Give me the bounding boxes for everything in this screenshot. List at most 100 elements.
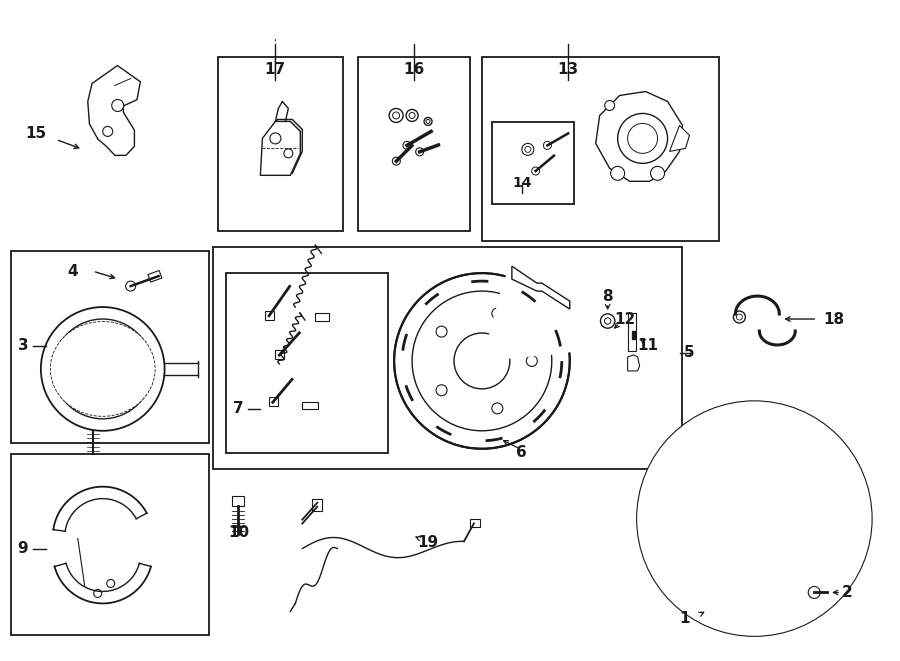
Circle shape	[636, 401, 872, 637]
Circle shape	[132, 363, 145, 375]
Circle shape	[689, 512, 704, 525]
Circle shape	[454, 333, 510, 389]
Circle shape	[68, 384, 80, 396]
Polygon shape	[482, 274, 572, 361]
Circle shape	[126, 281, 136, 291]
Bar	[275, 350, 284, 359]
Circle shape	[108, 329, 120, 340]
Text: 14: 14	[512, 176, 532, 190]
Ellipse shape	[50, 321, 155, 416]
Polygon shape	[260, 122, 301, 175]
Polygon shape	[627, 313, 635, 351]
Circle shape	[53, 319, 153, 419]
Text: 13: 13	[557, 62, 579, 77]
Circle shape	[808, 586, 820, 598]
Circle shape	[734, 311, 745, 323]
Circle shape	[94, 590, 102, 598]
Circle shape	[81, 347, 125, 391]
Polygon shape	[512, 266, 570, 309]
Text: 10: 10	[228, 525, 249, 540]
Circle shape	[627, 124, 658, 153]
Circle shape	[724, 488, 784, 549]
Polygon shape	[88, 65, 140, 155]
Text: 2: 2	[842, 585, 852, 600]
Circle shape	[410, 112, 415, 118]
Text: 15: 15	[25, 126, 47, 141]
Circle shape	[526, 356, 537, 366]
Circle shape	[392, 112, 400, 119]
Text: 16: 16	[403, 62, 425, 77]
Circle shape	[392, 157, 400, 165]
Text: 4: 4	[68, 264, 78, 279]
Bar	[358, 57, 470, 231]
Circle shape	[525, 146, 531, 153]
Circle shape	[107, 580, 114, 588]
Bar	[148, 270, 162, 282]
Text: 18: 18	[824, 311, 845, 327]
Polygon shape	[263, 120, 302, 173]
Bar	[219, 57, 343, 231]
Polygon shape	[670, 126, 689, 151]
Bar	[227, 273, 388, 453]
Circle shape	[436, 326, 447, 337]
Circle shape	[605, 100, 615, 110]
Text: 12: 12	[614, 311, 635, 327]
Bar	[312, 498, 322, 510]
Circle shape	[112, 100, 123, 112]
Circle shape	[705, 469, 805, 568]
Circle shape	[108, 397, 120, 409]
Circle shape	[718, 461, 733, 475]
Bar	[212, 247, 681, 469]
Circle shape	[667, 431, 842, 606]
Bar	[315, 313, 329, 321]
Polygon shape	[627, 355, 640, 371]
Circle shape	[600, 314, 615, 329]
Text: 9: 9	[18, 541, 28, 556]
Text: 3: 3	[18, 338, 28, 354]
Bar	[302, 402, 319, 409]
Circle shape	[68, 342, 80, 354]
Circle shape	[777, 562, 790, 576]
Circle shape	[740, 504, 770, 533]
Text: 19: 19	[418, 535, 438, 550]
Circle shape	[426, 120, 430, 124]
Bar	[11, 251, 209, 443]
Bar	[11, 453, 209, 635]
Circle shape	[103, 126, 112, 136]
Text: 17: 17	[265, 62, 286, 77]
Circle shape	[806, 512, 819, 525]
Bar	[632, 331, 634, 339]
Text: 5: 5	[684, 346, 695, 360]
Polygon shape	[596, 91, 682, 181]
Circle shape	[389, 108, 403, 122]
Circle shape	[641, 405, 868, 633]
Circle shape	[644, 409, 864, 629]
Circle shape	[736, 314, 742, 320]
Bar	[266, 311, 274, 320]
Circle shape	[394, 273, 570, 449]
Bar	[232, 496, 245, 506]
Circle shape	[284, 149, 292, 158]
Circle shape	[605, 318, 611, 324]
Circle shape	[532, 167, 540, 175]
Bar	[482, 57, 719, 241]
Text: 1: 1	[680, 611, 689, 626]
Circle shape	[492, 403, 503, 414]
Circle shape	[270, 133, 281, 144]
Text: 8: 8	[602, 289, 613, 303]
Circle shape	[718, 562, 733, 576]
Bar	[470, 520, 480, 527]
Text: 7: 7	[233, 401, 244, 416]
Circle shape	[544, 141, 552, 149]
Circle shape	[611, 167, 625, 180]
Bar	[492, 122, 573, 204]
Bar	[269, 397, 278, 407]
Circle shape	[403, 141, 411, 149]
Circle shape	[492, 308, 503, 319]
Circle shape	[651, 167, 664, 180]
Circle shape	[416, 148, 424, 156]
Text: 11: 11	[637, 338, 658, 354]
Circle shape	[436, 385, 447, 396]
Circle shape	[424, 118, 432, 126]
Circle shape	[412, 291, 552, 431]
